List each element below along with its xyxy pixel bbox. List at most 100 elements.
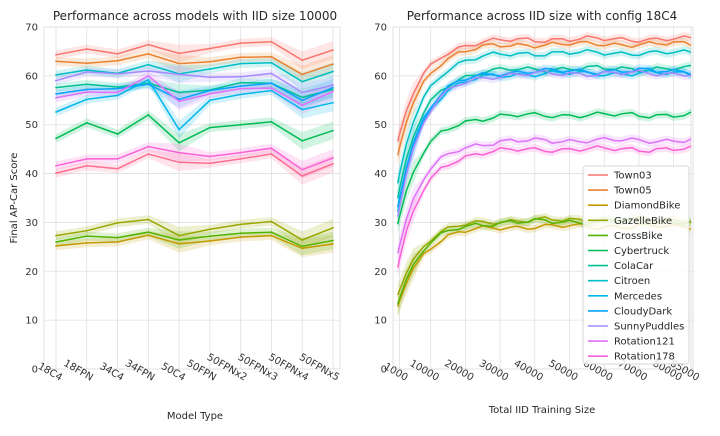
legend-label-rotation178: Rotation178 bbox=[614, 352, 675, 363]
left-band-rotation121 bbox=[56, 71, 333, 114]
left-point-cybertruck-1 bbox=[85, 121, 88, 124]
left-point-colacar-4 bbox=[178, 91, 181, 94]
left-point-rotation178b-6 bbox=[239, 158, 242, 160]
left-point-rotation178b-0 bbox=[55, 172, 57, 175]
left-point-town03-9 bbox=[332, 49, 334, 51]
right-series-lines bbox=[396, 35, 692, 307]
left-line-rotation178b bbox=[55, 153, 334, 177]
right-y-tick-labels: 0 10 20 30 40 50 60 70 bbox=[374, 23, 387, 376]
right-line-cybertruck bbox=[396, 111, 692, 225]
left-point-rotation178-3 bbox=[147, 145, 150, 148]
left-point-town05-1 bbox=[85, 62, 88, 65]
left-y-tick-40: 40 bbox=[25, 169, 38, 180]
left-point-citroen-6 bbox=[239, 62, 242, 65]
left-point-cloudydark-9 bbox=[332, 86, 334, 89]
legend-box bbox=[582, 165, 690, 365]
left-point-rotation178b-1 bbox=[85, 164, 88, 167]
left-y-tick-60: 60 bbox=[25, 71, 38, 82]
left-band-rotation178 bbox=[56, 142, 333, 179]
left-band-cybertruck bbox=[56, 110, 333, 152]
left-point-town05-8 bbox=[301, 73, 304, 76]
left-point-rotation178-0 bbox=[55, 164, 57, 167]
left-point-town05-7 bbox=[270, 55, 273, 58]
legend-label-colacar: ColaCar bbox=[614, 261, 654, 272]
legend-label-town05: Town05 bbox=[613, 186, 652, 197]
left-point-crossbike-8 bbox=[301, 245, 304, 248]
left-point-mercedes-7 bbox=[270, 89, 273, 92]
right-y-tick-0: 0 bbox=[381, 365, 387, 376]
left-plot-background bbox=[43, 26, 341, 370]
right-y-tick-50: 50 bbox=[374, 120, 387, 131]
left-point-diamondbike-0 bbox=[55, 245, 57, 247]
left-band-rotation178b bbox=[56, 149, 333, 185]
left-point-town03-0 bbox=[55, 53, 57, 56]
right-y-tick-20: 20 bbox=[374, 267, 387, 278]
left-point-cybertruck-5 bbox=[209, 126, 211, 129]
left-line-rotation121 bbox=[55, 75, 334, 107]
left-point-citroen-5 bbox=[209, 68, 211, 70]
left-y-tick-10: 10 bbox=[25, 316, 38, 327]
left-point-rotation178b-7 bbox=[270, 153, 273, 155]
left-point-cybertruck-9 bbox=[332, 129, 334, 132]
left-point-rotation121-0 bbox=[55, 96, 57, 99]
left-point-cybertruck-6 bbox=[239, 123, 242, 126]
left-point-gazellebike-7 bbox=[270, 220, 273, 223]
left-point-citroen-1 bbox=[85, 69, 88, 71]
left-point-rotation121-7 bbox=[270, 87, 273, 89]
left-point-colacar-1 bbox=[85, 83, 88, 86]
left-point-colacar-8 bbox=[301, 96, 304, 99]
left-point-crossbike-0 bbox=[55, 241, 57, 243]
left-point-cloudydark-8 bbox=[301, 99, 304, 102]
left-point-mercedes-8 bbox=[301, 108, 304, 111]
left-line-cybertruck bbox=[55, 113, 334, 144]
right-line-rotation121 bbox=[396, 136, 692, 254]
left-point-sunnypuddles-9 bbox=[332, 84, 334, 86]
left-point-rotation121-3 bbox=[147, 75, 150, 77]
left-point-rotation121-1 bbox=[85, 91, 88, 93]
left-point-mercedes-5 bbox=[209, 99, 211, 102]
left-point-diamondbike-3 bbox=[147, 234, 150, 237]
right-line-citroen bbox=[396, 48, 692, 184]
left-point-rotation178-8 bbox=[301, 168, 304, 171]
left-point-rotation178-5 bbox=[209, 155, 211, 158]
left-point-town03-5 bbox=[209, 47, 211, 50]
left-line-gazellebike bbox=[55, 218, 334, 241]
right-line-mercedes bbox=[396, 69, 692, 213]
left-band-diamondbike bbox=[56, 230, 333, 258]
left-point-diamondbike-5 bbox=[209, 240, 211, 242]
left-line-crossbike bbox=[55, 231, 334, 248]
left-point-diamondbike-4 bbox=[178, 243, 181, 245]
legend-label-diamondbike: DiamondBike bbox=[614, 201, 680, 212]
left-line-town03 bbox=[55, 40, 334, 62]
left-line-sunnypuddles bbox=[55, 70, 334, 94]
left-point-cybertruck-4 bbox=[178, 141, 181, 144]
left-point-diamondbike-8 bbox=[301, 247, 304, 250]
left-point-cloudydark-2 bbox=[116, 87, 119, 90]
left-point-cloudydark-3 bbox=[147, 83, 150, 86]
legend-label-citroen: Citroen bbox=[614, 276, 650, 287]
left-band-town05 bbox=[56, 49, 333, 84]
left-chart-title: Performance across models with IID size … bbox=[53, 9, 337, 23]
left-line-citroen bbox=[55, 61, 334, 83]
left-point-mercedes-6 bbox=[239, 93, 242, 96]
left-point-gazellebike-6 bbox=[239, 223, 242, 226]
right-line-town03 bbox=[396, 35, 692, 142]
left-point-gazellebike-8 bbox=[301, 239, 304, 241]
left-point-citroen-0 bbox=[55, 74, 57, 76]
left-point-diamondbike-1 bbox=[85, 242, 88, 244]
left-point-cloudydark-1 bbox=[85, 88, 88, 91]
left-point-rotation121-2 bbox=[116, 91, 119, 94]
left-point-colacar-0 bbox=[55, 86, 57, 89]
left-y-tick-labels: 0 10 20 30 40 50 60 70 bbox=[25, 23, 38, 376]
left-point-mercedes-9 bbox=[332, 101, 334, 104]
left-point-diamondbike-6 bbox=[239, 236, 242, 239]
left-point-mercedes-4 bbox=[178, 128, 181, 131]
left-point-rotation121-5 bbox=[209, 93, 211, 95]
left-point-cloudydark-0 bbox=[55, 93, 57, 95]
left-y-tick-20: 20 bbox=[25, 267, 38, 278]
left-point-gazellebike-2 bbox=[116, 222, 119, 224]
left-point-rotation178b-4 bbox=[178, 161, 181, 164]
left-point-cybertruck-3 bbox=[147, 114, 150, 116]
